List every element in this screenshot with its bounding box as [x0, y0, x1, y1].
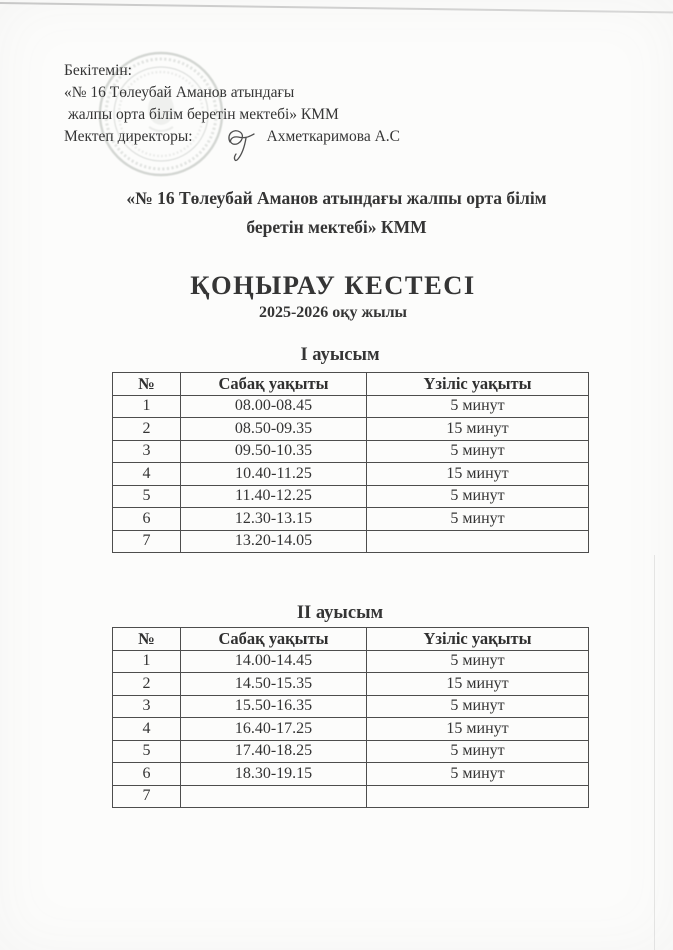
school-name-heading: «№ 16 Төлеубай Аманов атындағы жалпы орт…	[0, 184, 673, 242]
break-time-cell: 15 минут	[366, 717, 589, 741]
director-label: Мектеп директоры:	[64, 128, 193, 145]
lesson-time-cell: 16.40-17.25	[180, 717, 367, 741]
table-row: 2 08.50-09.35 15 минут	[112, 417, 589, 441]
table-row: 5 11.40-12.25 5 минут	[112, 484, 589, 508]
break-time-cell: 5 минут	[366, 739, 589, 763]
approval-line: жалпы орта білім беретін мектебі» КММ	[68, 106, 339, 123]
break-time-cell	[366, 784, 589, 808]
lesson-time-cell: 14.50-15.35	[180, 672, 367, 696]
row-number-cell: 4	[112, 717, 181, 741]
column-header: №	[112, 627, 181, 651]
table-row: 1 14.00-14.45 5 минут	[112, 649, 589, 673]
lesson-time-cell: 14.00-14.45	[180, 649, 367, 673]
academic-year-subtitle: 2025-2026 оқу жылы	[258, 304, 408, 321]
lesson-time-cell: 13.20-14.05	[180, 529, 367, 553]
shift-2-section-title: II ауысым	[296, 603, 384, 623]
table-row: 4 10.40-11.25 15 минут	[112, 462, 589, 486]
scan-edge-artifact	[654, 555, 656, 950]
row-number-cell: 5	[112, 739, 181, 763]
lesson-time-cell: 11.40-12.25	[180, 484, 367, 508]
row-number-cell: 2	[112, 672, 181, 696]
table-row: 2 14.50-15.35 15 минут	[112, 672, 589, 696]
break-time-cell: 5 минут	[366, 394, 589, 418]
lesson-time-cell: 15.50-16.35	[180, 694, 367, 718]
director-signature-icon	[227, 130, 255, 162]
column-header: Сабақ уақыты	[180, 627, 367, 651]
director-name: Ахметкаримова А.С	[266, 128, 401, 145]
row-number-cell: 6	[112, 762, 181, 786]
break-time-cell: 5 минут	[366, 762, 589, 786]
lesson-time-cell: 18.30-19.15	[180, 762, 367, 786]
row-number-cell: 2	[112, 417, 181, 441]
table-row: 4 16.40-17.25 15 минут	[112, 717, 589, 741]
table-row: 5 17.40-18.25 5 минут	[112, 739, 589, 763]
lesson-time-cell: 08.50-09.35	[180, 417, 367, 441]
school-name-line: беретін мектебі» КММ	[246, 217, 427, 237]
break-time-cell: 5 минут	[366, 649, 589, 673]
break-time-cell: 5 минут	[366, 439, 589, 463]
approval-block: Бекітемін: «№ 16 Төлеубай Аманов атындағ…	[64, 60, 400, 166]
shift-2-schedule-table: № Сабақ уақыты Үзіліс уақыты 1 14.00-14.45 5…	[112, 627, 589, 808]
row-number-cell: 1	[112, 394, 181, 418]
row-number-cell: 7	[112, 529, 181, 553]
column-header: Үзіліс уақыты	[366, 627, 589, 651]
column-header: №	[112, 372, 181, 396]
column-header: Сабақ уақыты	[180, 372, 367, 396]
break-time-cell: 5 минут	[366, 507, 589, 531]
break-time-cell: 15 минут	[366, 417, 589, 441]
approval-line: «№ 16 Төлеубай Аманов атындағы	[64, 84, 295, 101]
school-name-line: «№ 16 Төлеубай Аманов атындағы жалпы орт…	[126, 188, 547, 208]
column-header: Үзіліс уақыты	[366, 372, 589, 396]
approval-line: Бекітемін:	[64, 62, 132, 79]
table-row: 7	[112, 784, 589, 808]
lesson-time-cell: 09.50-10.35	[180, 439, 367, 463]
row-number-cell: 3	[112, 439, 181, 463]
table-row: 6 18.30-19.15 5 минут	[112, 762, 589, 786]
table-row: 3 09.50-10.35 5 минут	[112, 439, 589, 463]
row-number-cell: 1	[112, 649, 181, 673]
shift-1-section-title: I ауысым	[300, 345, 380, 365]
document-title: ҚОҢЫРАУ КЕСТЕСІ	[190, 270, 476, 300]
table-row: 3 15.50-16.35 5 минут	[112, 694, 589, 718]
break-time-cell: 5 минут	[366, 484, 589, 508]
lesson-time-cell: 12.30-13.15	[180, 507, 367, 531]
row-number-cell: 7	[112, 784, 181, 808]
lesson-time-cell: 10.40-11.25	[180, 462, 367, 486]
shift-1-schedule-table: № Сабақ уақыты Үзіліс уақыты 1 08.00-08.45 5…	[112, 372, 589, 553]
break-time-cell: 15 минут	[366, 672, 589, 696]
table-row: 1 08.00-08.45 5 минут	[112, 394, 589, 418]
break-time-cell: 15 минут	[366, 462, 589, 486]
header-row: № Сабақ уақыты Үзіліс уақыты	[112, 627, 589, 651]
director-row: Мектеп директоры: Ахметкаримова А.С	[64, 126, 400, 166]
scan-edge-artifact	[0, 2, 673, 14]
row-number-cell: 3	[112, 694, 181, 718]
lesson-time-cell: 17.40-18.25	[180, 739, 367, 763]
row-number-cell: 5	[112, 484, 181, 508]
lesson-time-cell: 08.00-08.45	[180, 394, 367, 418]
row-number-cell: 4	[112, 462, 181, 486]
break-time-cell	[366, 529, 589, 553]
break-time-cell: 5 минут	[366, 694, 589, 718]
table-row: 7 13.20-14.05	[112, 529, 589, 553]
row-number-cell: 6	[112, 507, 181, 531]
header-row: № Сабақ уақыты Үзіліс уақыты	[112, 372, 589, 396]
table-row: 6 12.30-13.15 5 минут	[112, 507, 589, 531]
school-seal-stamp-icon	[98, 51, 224, 177]
lesson-time-cell	[180, 784, 367, 808]
